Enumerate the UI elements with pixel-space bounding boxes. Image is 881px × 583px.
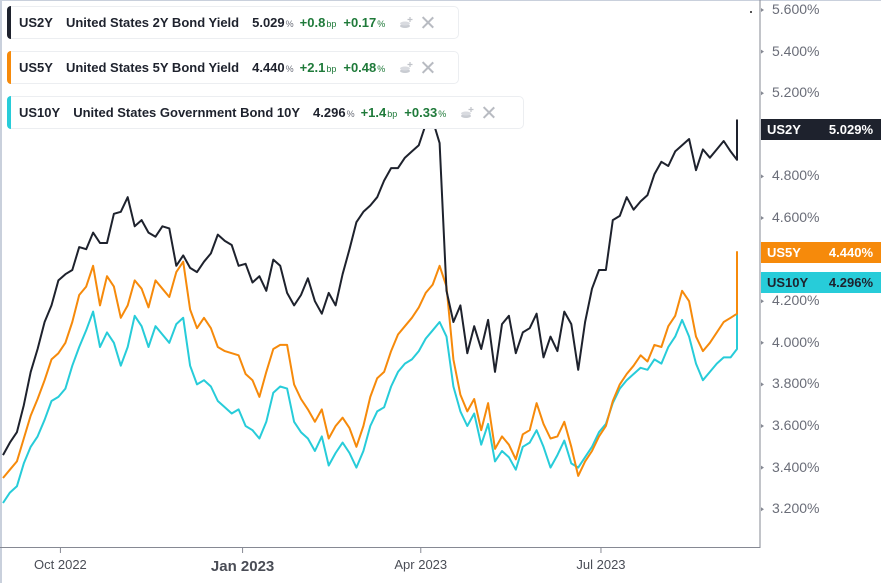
y-tick-mark [761, 91, 764, 96]
y-tick-mark [761, 465, 764, 470]
legend-item-us5y[interactable]: US5Y United States 5Y Bond Yield 4.440% … [7, 51, 459, 84]
legend-price-unit: % [346, 109, 355, 119]
legend-symbol: US2Y [19, 15, 53, 30]
legend-item-us2y[interactable]: US2Y United States 2Y Bond Yield 5.029% … [7, 6, 459, 39]
legend-name: United States 5Y Bond Yield [65, 60, 240, 75]
y-tick-mark [761, 340, 764, 345]
x-tick-label: Oct 2022 [34, 557, 87, 572]
series-line-us10y[interactable] [2, 280, 738, 504]
x-tick-label: Jul 2023 [576, 557, 626, 572]
series-color-bar [7, 96, 11, 129]
y-tick-mark [761, 507, 764, 512]
price-label-us2y: US2Y 5.029% [761, 119, 881, 140]
y-tick-label: 3.800% [772, 375, 820, 392]
y-tick-label: 3.600% [772, 417, 820, 433]
add-layer-icon[interactable] [399, 61, 413, 75]
y-tick-label: 5.400% [772, 42, 820, 59]
y-tick-marks [761, 8, 764, 512]
legend-change-pct: +0.17 [343, 15, 377, 30]
price-label-symbol: US2Y [767, 122, 801, 137]
legend-price: 4.440 [252, 60, 285, 75]
legend-change-unit: bp [326, 64, 337, 74]
series-layer [2, 119, 738, 504]
legend-name: United States 2Y Bond Yield [65, 15, 240, 30]
y-tick-label: 4.600% [772, 209, 820, 225]
legend-change: +2.1 [299, 60, 326, 75]
legend-change: +0.8 [299, 15, 326, 30]
close-icon[interactable] [421, 61, 434, 74]
legend-symbol: US5Y [19, 60, 53, 75]
legend-change-unit: bp [326, 19, 337, 29]
price-label-value: 4.440% [828, 245, 873, 260]
price-label-value: 5.029% [828, 122, 873, 137]
y-tick-label: 3.400% [772, 458, 820, 475]
legend-change-pct: +0.33 [404, 105, 438, 120]
y-tick-mark [761, 49, 764, 54]
series-color-bar [7, 6, 11, 39]
price-label-symbol: US10Y [767, 275, 809, 290]
legend-change-unit: bp [387, 109, 398, 119]
legend-change: +1.4 [360, 105, 387, 120]
price-label-symbol: US5Y [767, 245, 801, 260]
legend-pct-unit: % [438, 109, 447, 119]
legend-price: 5.029 [252, 15, 285, 30]
crosshair-dot [750, 11, 752, 13]
x-tick-label: Apr 2023 [394, 557, 448, 572]
y-tick-mark [761, 424, 764, 428]
y-tick-mark [761, 216, 764, 220]
y-tick-mark [761, 382, 764, 387]
price-label-value: 4.296% [828, 275, 873, 290]
y-tick-label: 3.200% [772, 500, 820, 517]
legend-symbol: US10Y [19, 105, 61, 120]
legend-pct-unit: % [377, 64, 386, 74]
close-icon[interactable] [482, 106, 495, 119]
y-tick-mark [761, 299, 764, 304]
y-tick-label: 5.200% [772, 84, 820, 101]
series-line-us2y[interactable] [2, 119, 738, 456]
series-color-bar [7, 51, 11, 84]
close-icon[interactable] [421, 16, 434, 29]
price-label-us10y: US10Y 4.296% [761, 272, 881, 293]
y-tick-label: 4.800% [772, 167, 820, 184]
frame-left-border [0, 0, 2, 583]
y-tick-mark [761, 8, 764, 12]
x-tick-label: Jan 2023 [210, 558, 275, 575]
legend-item-us10y[interactable]: US10Y United States Government Bond 10Y … [7, 96, 524, 129]
y-tick-label: 4.200% [772, 292, 820, 309]
legend-price-unit: % [285, 19, 294, 29]
legend-price-unit: % [285, 64, 294, 74]
legend-name: United States Government Bond 10Y [73, 105, 301, 120]
legend-change-pct: +0.48 [343, 60, 377, 75]
series-line-us5y[interactable] [2, 251, 738, 479]
legend-price: 4.296 [313, 105, 346, 120]
add-layer-icon[interactable] [460, 106, 474, 120]
y-tick-label: 4.000% [772, 333, 820, 350]
y-tick-label: 5.600% [772, 1, 820, 17]
legend-pct-unit: % [377, 19, 386, 29]
add-layer-icon[interactable] [399, 16, 413, 30]
x-tick-marks [59, 548, 602, 553]
frame-top-border [0, 0, 881, 1]
y-tick-mark [761, 174, 764, 179]
price-label-us5y: US5Y 4.440% [761, 242, 881, 263]
